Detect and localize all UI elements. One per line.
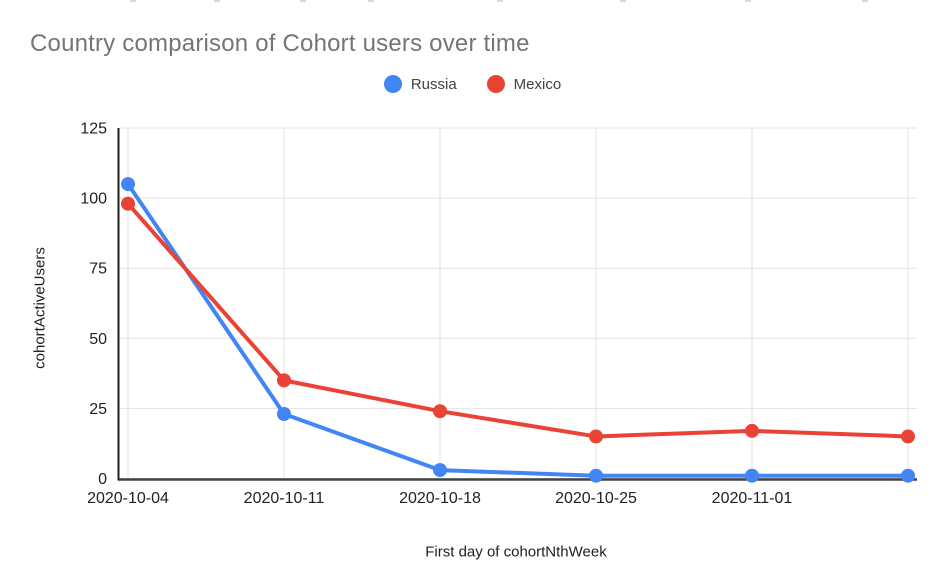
legend-item-russia: Russia	[383, 75, 457, 93]
legend-item-mexico: Mexico	[486, 75, 562, 93]
legend-dot-icon	[486, 75, 505, 93]
data-point-russia	[277, 407, 291, 422]
x-tick-label: 2020-10-25	[555, 490, 637, 507]
y-tick-label: 75	[89, 261, 107, 278]
y-axis-title: cohortActiveUsers	[31, 247, 49, 369]
x-tick-label: 2020-10-04	[87, 490, 169, 507]
y-tick-label: 25	[89, 401, 107, 418]
data-point-mexico	[433, 404, 447, 419]
cropped-text-mark	[130, 0, 136, 2]
cropped-text-mark	[214, 0, 220, 2]
y-tick-label: 125	[80, 121, 107, 138]
data-point-russia	[901, 468, 915, 483]
chart-title: Country comparison of Cohort users over …	[30, 30, 530, 57]
chart-legend: Russia Mexico	[0, 75, 945, 93]
cropped-text-mark	[862, 0, 868, 2]
y-tick-label: 100	[80, 191, 107, 208]
cropped-text-mark	[497, 0, 503, 2]
cropped-text-mark	[300, 0, 306, 2]
cropped-text-mark	[745, 0, 751, 2]
legend-label: Russia	[410, 75, 457, 93]
y-tick-label: 0	[98, 471, 107, 488]
x-tick-label: 2020-10-11	[244, 490, 325, 507]
data-point-mexico	[901, 429, 915, 444]
y-tick-label: 50	[89, 331, 107, 348]
data-point-mexico	[277, 373, 291, 388]
data-point-russia	[433, 463, 447, 478]
x-tick-label: 2020-11-01	[712, 490, 793, 507]
data-point-russia	[745, 468, 759, 483]
cropped-text-mark	[368, 0, 374, 2]
x-axis-title: First day of cohortNthWeek	[425, 543, 607, 561]
series-line-russia	[126, 182, 910, 478]
series-line-mexico	[126, 201, 910, 439]
data-point-mexico	[745, 423, 759, 438]
legend-label: Mexico	[513, 75, 562, 93]
data-point-russia	[589, 468, 603, 483]
x-tick-label: 2020-10-18	[399, 490, 481, 507]
legend-dot-icon	[383, 75, 402, 93]
data-point-russia	[121, 177, 135, 192]
cropped-text-mark	[620, 0, 626, 2]
data-point-mexico	[589, 429, 603, 444]
data-point-mexico	[121, 196, 135, 211]
